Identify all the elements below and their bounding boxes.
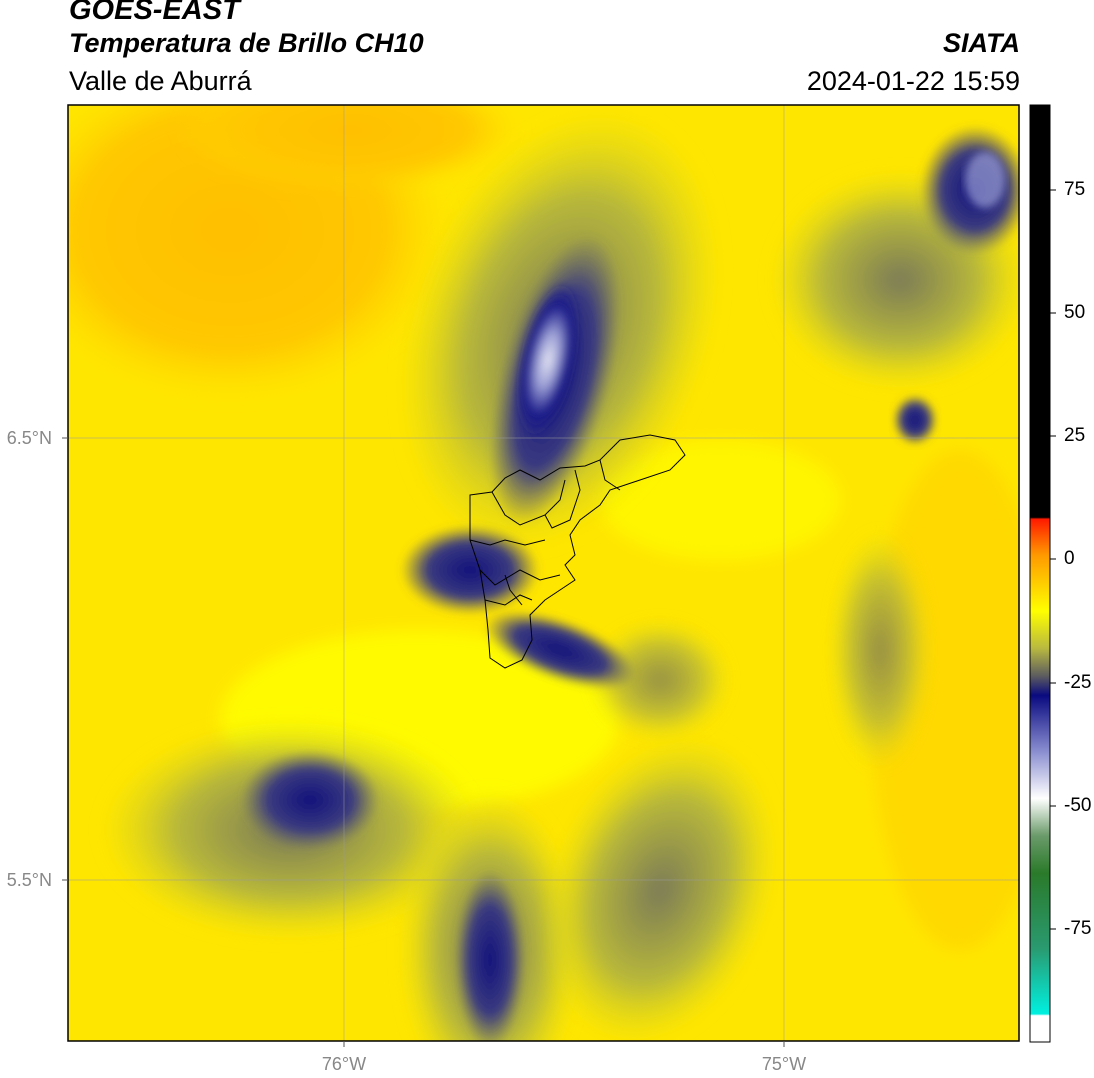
colorbar-tick-label: 50: [1064, 302, 1086, 323]
colorbar-tick-label: -75: [1064, 918, 1092, 939]
lon-label-76w: 76°W: [321, 1054, 367, 1074]
map-field: [68, 105, 1019, 1041]
lat-label-5-5n: 5.5°N: [6, 870, 52, 890]
colorbar-ticks: [1050, 189, 1056, 930]
region-label: Valle de Aburrá: [69, 66, 252, 96]
colorbar-tick-label: -25: [1064, 672, 1092, 693]
valle-aburra-boundaries: [469, 434, 686, 669]
lon-label-75w: 75°W: [761, 1054, 807, 1074]
satellite-title: GOES-EAST: [69, 0, 240, 26]
product-title: Temperatura de Brillo CH10: [69, 28, 424, 58]
map-frame: [67, 104, 1020, 1042]
colorbar-tick-label: -50: [1064, 795, 1092, 816]
map-gridlines: [68, 105, 1019, 1041]
lat-label-6-5n: 6.5°N: [6, 428, 52, 448]
organization-label: SIATA: [943, 28, 1020, 58]
colorbar: [1029, 104, 1056, 1043]
timestamp-label: 2024-01-22 15:59: [806, 66, 1020, 96]
colorbar-tick-label: 25: [1064, 425, 1086, 446]
colorbar-tick-label: 0: [1064, 548, 1075, 569]
colorbar-tick-label: 75: [1064, 179, 1086, 200]
